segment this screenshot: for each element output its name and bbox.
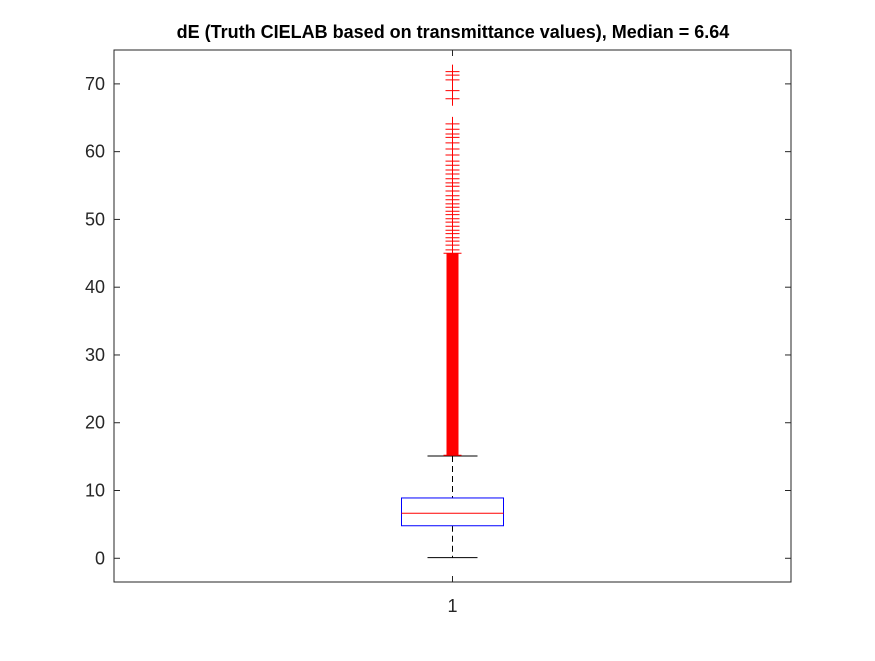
y-tick-label: 30 (85, 345, 105, 365)
outlier-marker (445, 116, 460, 131)
outlier-dense-band (446, 253, 459, 456)
y-tick-label: 60 (85, 142, 105, 162)
y-tick-label: 0 (95, 548, 105, 568)
x-tick-label: 1 (447, 596, 457, 616)
axes-frame (113, 49, 792, 583)
y-tick-label: 20 (85, 413, 105, 433)
y-tick-label: 40 (85, 277, 105, 297)
chart-title: dE (Truth CIELAB based on transmittance … (177, 22, 730, 42)
outlier-marker (445, 64, 460, 79)
y-tick-label: 70 (85, 74, 105, 94)
box-iqr (401, 497, 504, 527)
y-tick-label: 50 (85, 209, 105, 229)
y-tick-label: 10 (85, 481, 105, 501)
